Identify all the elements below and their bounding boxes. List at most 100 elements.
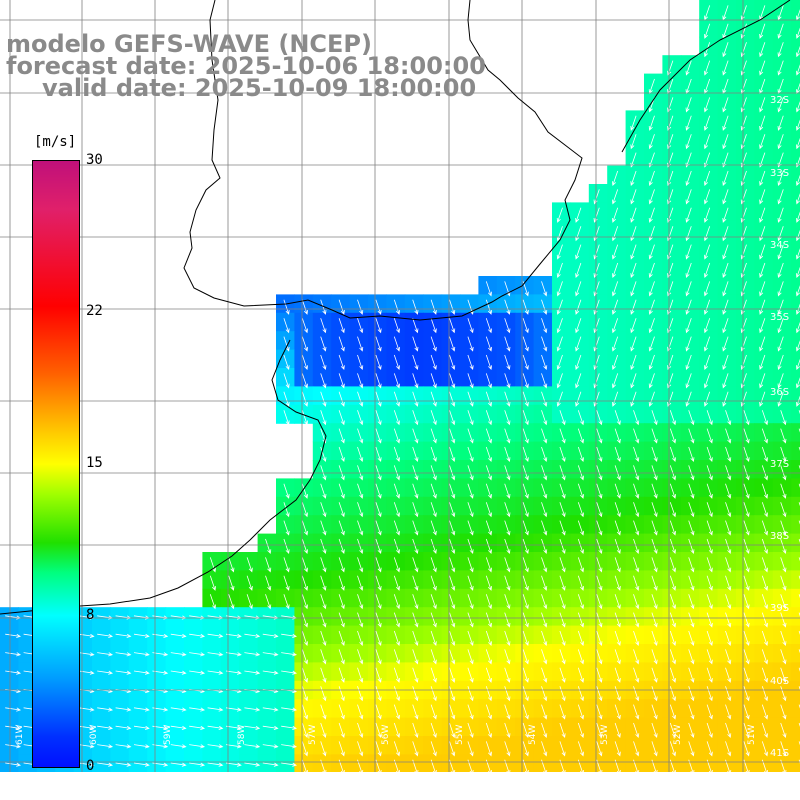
wind-arrow [375, 686, 382, 702]
colorbar-tick-0: 0 [86, 758, 95, 774]
wind-arrow [614, 575, 621, 591]
wind-arrow [375, 483, 382, 499]
wind-arrow [796, 303, 800, 315]
wind-cell [791, 55, 800, 75]
wind-cell [791, 496, 800, 516]
wind-arrow [170, 707, 187, 712]
wind-arrow [412, 630, 419, 647]
wind-arrow [777, 281, 784, 297]
lon-label: 58W [237, 725, 247, 745]
wind-arrow [633, 446, 640, 463]
wind-arrow [706, 446, 713, 463]
valid-date: valid date: 2025-10-09 18:00:00 [42, 74, 477, 102]
wind-arrow [706, 612, 713, 628]
wind-arrow [412, 373, 419, 389]
wind-arrow [777, 60, 784, 76]
lon-label: 56W [381, 725, 391, 745]
wind-arrow [430, 557, 437, 573]
wind-arrow [338, 686, 345, 702]
wind-arrow [78, 762, 95, 767]
wind-arrow [651, 446, 658, 463]
wind-arrow [577, 502, 584, 518]
wind-arrow [704, 373, 711, 389]
wind-arrow [467, 520, 474, 536]
wind-arrow [393, 446, 400, 463]
wind-arrow [522, 446, 529, 463]
wind-arrow [577, 538, 584, 555]
wind-arrow [796, 45, 800, 58]
wind-arrow [612, 336, 619, 352]
wind-arrow [504, 704, 511, 720]
wind-arrow [596, 428, 603, 444]
wind-arrow [449, 410, 456, 426]
wind-arrow [761, 538, 768, 555]
wind-arrow [412, 336, 419, 352]
wind-arrow [262, 744, 279, 749]
wind-arrow [209, 594, 216, 610]
wind-arrow [685, 134, 692, 150]
wind-arrow [740, 373, 747, 389]
wind-arrow [725, 465, 732, 481]
wind-arrow [722, 60, 729, 76]
wind-arrow [685, 336, 692, 352]
wind-arrow [612, 373, 619, 389]
wind-arrow [78, 707, 95, 712]
wind-arrow [338, 428, 345, 444]
wind-arrow [541, 446, 548, 463]
wind-arrow [761, 741, 768, 757]
wind-arrow [688, 686, 695, 702]
wind-arrow [338, 649, 345, 665]
colorbar-tick-15: 15 [86, 455, 103, 471]
wind-arrow [485, 575, 492, 591]
lon-label: 51W [747, 725, 757, 745]
wind-arrow [522, 336, 529, 352]
lon-label: 53W [600, 725, 610, 745]
wind-arrow [522, 465, 529, 481]
wind-arrow [596, 483, 603, 499]
wind-arrow [704, 170, 711, 187]
wind-arrow [412, 722, 419, 739]
wind-arrow [633, 741, 640, 757]
wind-arrow [393, 428, 400, 444]
wind-arrow [467, 704, 474, 720]
wind-cell [791, 404, 800, 424]
wind-arrow [796, 211, 800, 223]
wind-arrow [301, 318, 308, 334]
wind-arrow [485, 686, 492, 702]
wind-arrow [706, 557, 713, 573]
wind-arrow [504, 594, 511, 610]
wind-arrow [614, 428, 621, 444]
wind-arrow [78, 744, 95, 749]
wind-arrow [614, 594, 621, 610]
wind-arrow [301, 391, 308, 407]
wind-arrow [556, 336, 563, 352]
wind-arrow [688, 410, 695, 426]
wind-arrow [485, 446, 492, 463]
wind-arrow [412, 354, 419, 371]
wind-arrow [612, 318, 619, 334]
wind-arrow [283, 520, 290, 536]
wind-arrow [777, 97, 784, 113]
wind-arrow [320, 373, 327, 389]
wind-arrow [228, 557, 235, 573]
wind-arrow [338, 741, 345, 757]
wind-arrow [614, 612, 621, 628]
wind-arrow [612, 226, 619, 242]
wind-arrow [612, 391, 619, 407]
wind-arrow [596, 686, 603, 702]
lat-label: 40S [770, 676, 789, 687]
wind-arrow [430, 630, 437, 647]
wind-arrow [796, 64, 800, 76]
wind-arrow [651, 741, 658, 757]
wind-arrow [651, 612, 658, 628]
wind-arrow [338, 538, 345, 555]
wind-arrow [630, 170, 637, 187]
wind-arrow [556, 391, 563, 407]
wind-arrow [725, 483, 732, 499]
wind-arrow [796, 101, 800, 113]
wind-arrow [225, 633, 242, 638]
wind-arrow [759, 281, 766, 297]
wind-cell [791, 239, 800, 259]
wind-arrow [780, 483, 787, 499]
wind-arrow [357, 686, 364, 702]
